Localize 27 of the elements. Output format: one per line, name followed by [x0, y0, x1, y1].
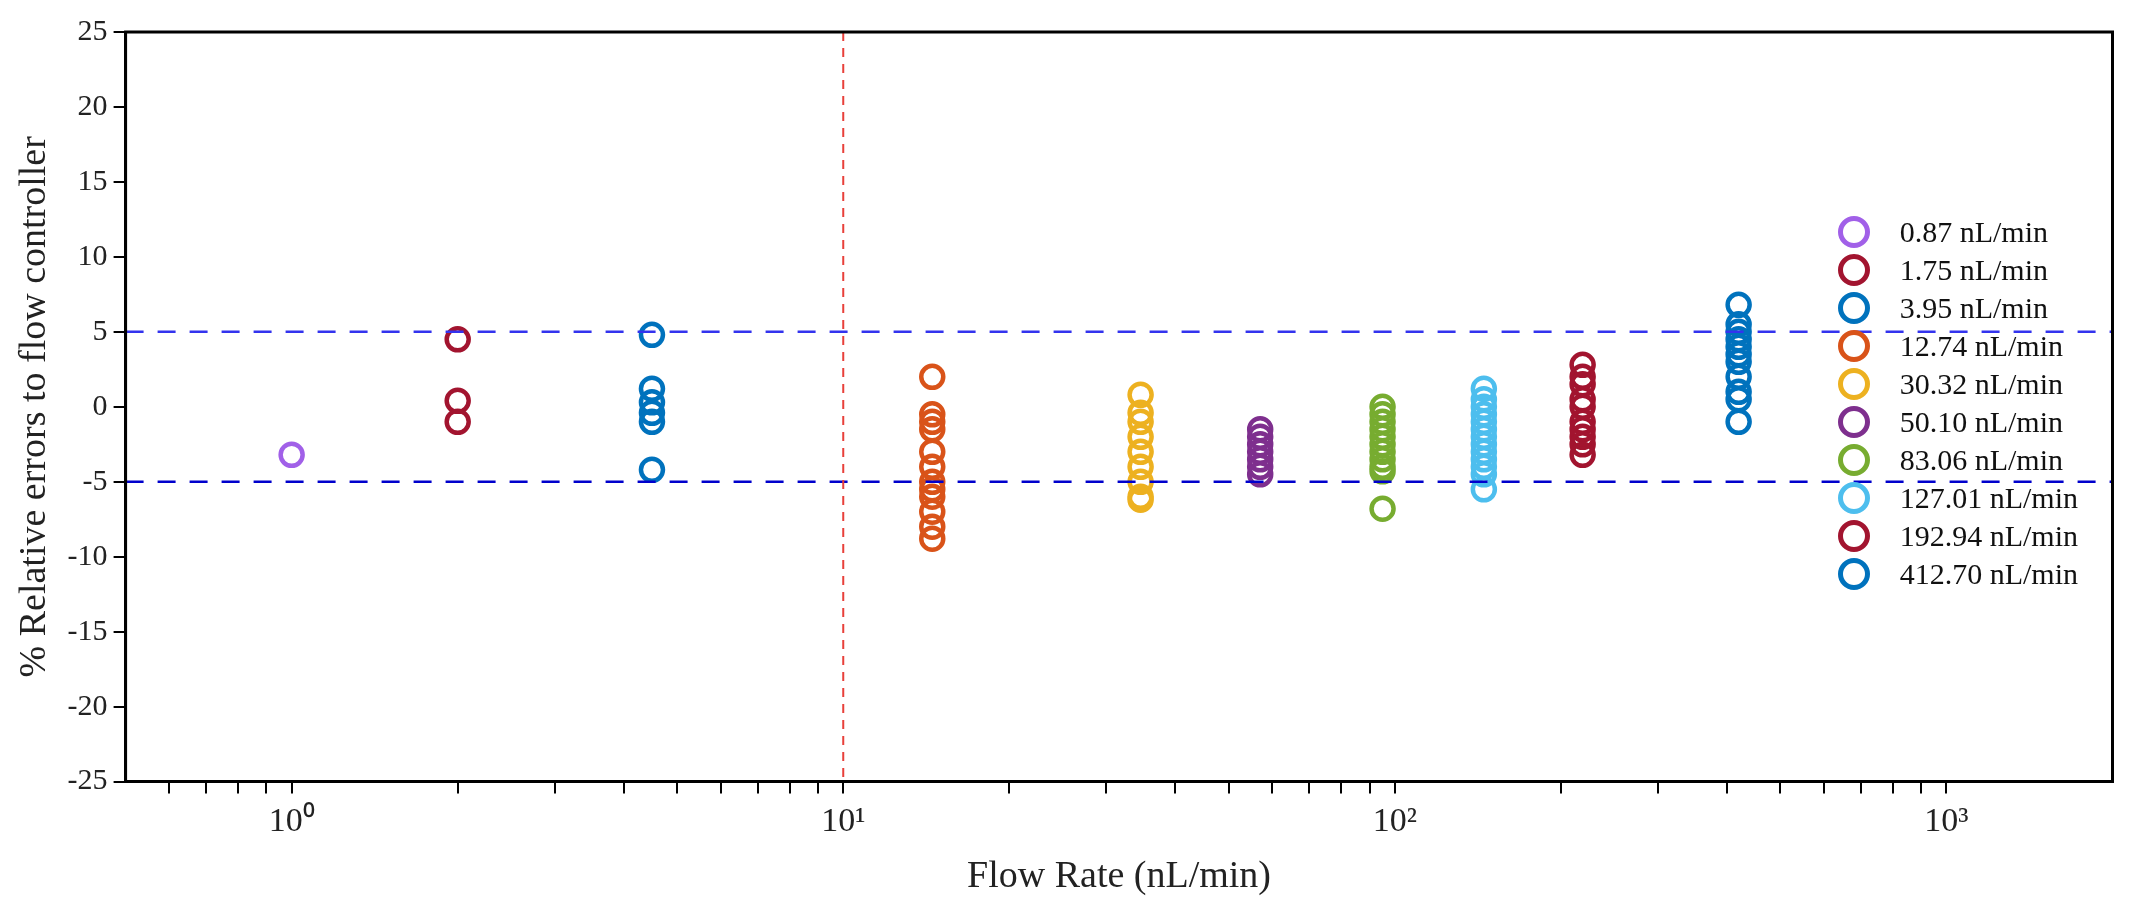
y-tick-label: -15: [67, 612, 108, 646]
y-tick-label: 10: [77, 237, 108, 271]
legend-label: 30.32 nL/min: [1899, 366, 2063, 402]
x-tick-label: 10³: [1924, 800, 1969, 838]
y-tick-label: 0: [92, 387, 108, 421]
x-tick-label: 10²: [1372, 800, 1417, 838]
legend-label: 1.75 nL/min: [1899, 252, 2048, 288]
legend-label: 50.10 nL/min: [1899, 404, 2063, 440]
x-tick-label: 10¹: [821, 800, 866, 838]
y-tick-label: -25: [67, 762, 108, 796]
x-tick-label: 10⁰: [268, 800, 315, 838]
x-axis-title: Flow Rate (nL/min): [967, 853, 1272, 897]
y-tick-label: -5: [82, 462, 108, 496]
legend-label: 3.95 nL/min: [1899, 290, 2048, 326]
y-tick-label: 20: [77, 87, 108, 121]
legend-label: 0.87 nL/min: [1899, 214, 2048, 250]
y-tick-label: 15: [77, 162, 108, 196]
legend-label: 412.70 nL/min: [1899, 556, 2078, 592]
legend-label: 12.74 nL/min: [1899, 328, 2063, 364]
y-tick-label: 5: [92, 312, 108, 346]
legend-label: 83.06 nL/min: [1899, 442, 2063, 478]
legend-label: 192.94 nL/min: [1899, 518, 2078, 554]
y-tick-label: -20: [67, 687, 108, 721]
y-tick-label: 25: [77, 12, 108, 46]
legend-label: 127.01 nL/min: [1899, 480, 2078, 516]
y-tick-label: -10: [67, 537, 108, 571]
y-axis-title: % Relative errors to flow controller: [10, 135, 53, 678]
